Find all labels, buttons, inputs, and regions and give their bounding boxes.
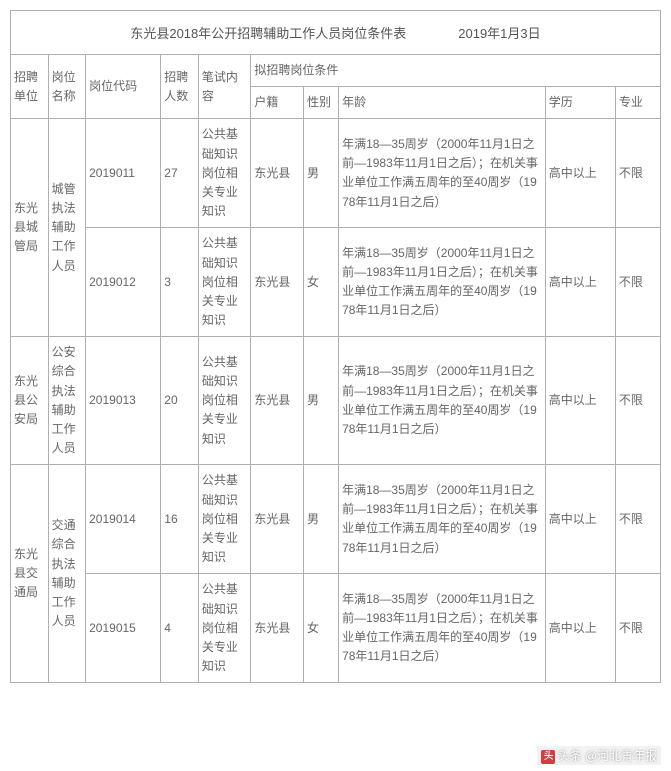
cell-sex: 女 <box>304 228 339 337</box>
cell-major: 不限 <box>615 119 660 228</box>
cell-huji: 东光县 <box>251 337 304 465</box>
cell-exam: 公共基础知识岗位相关专业知识 <box>198 465 251 574</box>
toutiao-icon: 头 <box>541 750 555 764</box>
th-sex: 性别 <box>304 87 339 119</box>
cell-huji: 东光县 <box>251 465 304 574</box>
cell-exam: 公共基础知识岗位相关专业知识 <box>198 228 251 337</box>
cell-age: 年满18—35周岁（2000年11月1日之前—1983年11月1日之后）；在机关… <box>339 119 546 228</box>
header-row-1: 招聘单位 岗位名称 岗位代码 招聘人数 笔试内容 拟招聘岗位条件 <box>11 55 661 87</box>
cell-major: 不限 <box>615 337 660 465</box>
cell-position: 城管执法辅助工作人员 <box>48 119 86 337</box>
th-exam: 笔试内容 <box>198 55 251 119</box>
cell-age: 年满18—35周岁（2000年11月1日之前—1983年11月1日之后）；在机关… <box>339 465 546 574</box>
cell-edu: 高中以上 <box>545 119 615 228</box>
cell-age: 年满18—35周岁（2000年11月1日之前—1983年11月1日之后）；在机关… <box>339 337 546 465</box>
watermark-handle: @河北青年报 <box>585 749 657 763</box>
table-row: 东光县城管局 城管执法辅助工作人员 2019011 27 公共基础知识岗位相关专… <box>11 119 661 228</box>
th-conditions: 拟招聘岗位条件 <box>251 55 661 87</box>
th-code: 岗位代码 <box>86 55 161 119</box>
cell-age: 年满18—35周岁（2000年11月1日之前—1983年11月1日之后）；在机关… <box>339 574 546 683</box>
cell-age: 年满18—35周岁（2000年11月1日之前—1983年11月1日之后）；在机关… <box>339 228 546 337</box>
cell-exam: 公共基础知识岗位相关专业知识 <box>198 574 251 683</box>
cell-exam: 公共基础知识岗位相关专业知识 <box>198 119 251 228</box>
cell-unit: 东光县公安局 <box>11 337 49 465</box>
cell-code: 2019015 <box>86 574 161 683</box>
th-major: 专业 <box>615 87 660 119</box>
cell-edu: 高中以上 <box>545 574 615 683</box>
th-age: 年龄 <box>339 87 546 119</box>
cell-sex: 女 <box>304 574 339 683</box>
cell-code: 2019014 <box>86 465 161 574</box>
table-row: 2019012 3 公共基础知识岗位相关专业知识 东光县 女 年满18—35周岁… <box>11 228 661 337</box>
cell-major: 不限 <box>615 574 660 683</box>
cell-huji: 东光县 <box>251 119 304 228</box>
cell-edu: 高中以上 <box>545 337 615 465</box>
cell-huji: 东光县 <box>251 228 304 337</box>
watermark: 头头条 @河北青年报 <box>537 746 661 765</box>
th-count: 招聘人数 <box>161 55 199 119</box>
cell-sex: 男 <box>304 465 339 574</box>
watermark-prefix: 头条 <box>557 749 581 763</box>
recruitment-table: 招聘单位 岗位名称 岗位代码 招聘人数 笔试内容 拟招聘岗位条件 户籍 性别 年… <box>10 54 661 683</box>
cell-edu: 高中以上 <box>545 228 615 337</box>
cell-count: 3 <box>161 228 199 337</box>
cell-code: 2019012 <box>86 228 161 337</box>
th-unit: 招聘单位 <box>11 55 49 119</box>
cell-sex: 男 <box>304 337 339 465</box>
cell-code: 2019013 <box>86 337 161 465</box>
cell-position: 公安综合执法辅助工作人员 <box>48 337 86 465</box>
cell-count: 27 <box>161 119 199 228</box>
table-row: 2019015 4 公共基础知识岗位相关专业知识 东光县 女 年满18—35周岁… <box>11 574 661 683</box>
table-row: 东光县公安局 公安综合执法辅助工作人员 2019013 20 公共基础知识岗位相… <box>11 337 661 465</box>
cell-count: 20 <box>161 337 199 465</box>
table-row: 东光县交通局 交通综合执法辅助工作人员 2019014 16 公共基础知识岗位相… <box>11 465 661 574</box>
cell-unit: 东光县交通局 <box>11 465 49 683</box>
cell-edu: 高中以上 <box>545 465 615 574</box>
cell-major: 不限 <box>615 465 660 574</box>
cell-major: 不限 <box>615 228 660 337</box>
th-position: 岗位名称 <box>48 55 86 119</box>
th-edu: 学历 <box>545 87 615 119</box>
table-title: 东光县2018年公开招聘辅助工作人员岗位条件表 2019年1月3日 <box>10 10 661 54</box>
th-huji: 户籍 <box>251 87 304 119</box>
cell-count: 16 <box>161 465 199 574</box>
cell-position: 交通综合执法辅助工作人员 <box>48 465 86 683</box>
cell-huji: 东光县 <box>251 574 304 683</box>
cell-unit: 东光县城管局 <box>11 119 49 337</box>
cell-exam: 公共基础知识岗位相关专业知识 <box>198 337 251 465</box>
cell-code: 2019011 <box>86 119 161 228</box>
cell-count: 4 <box>161 574 199 683</box>
cell-sex: 男 <box>304 119 339 228</box>
